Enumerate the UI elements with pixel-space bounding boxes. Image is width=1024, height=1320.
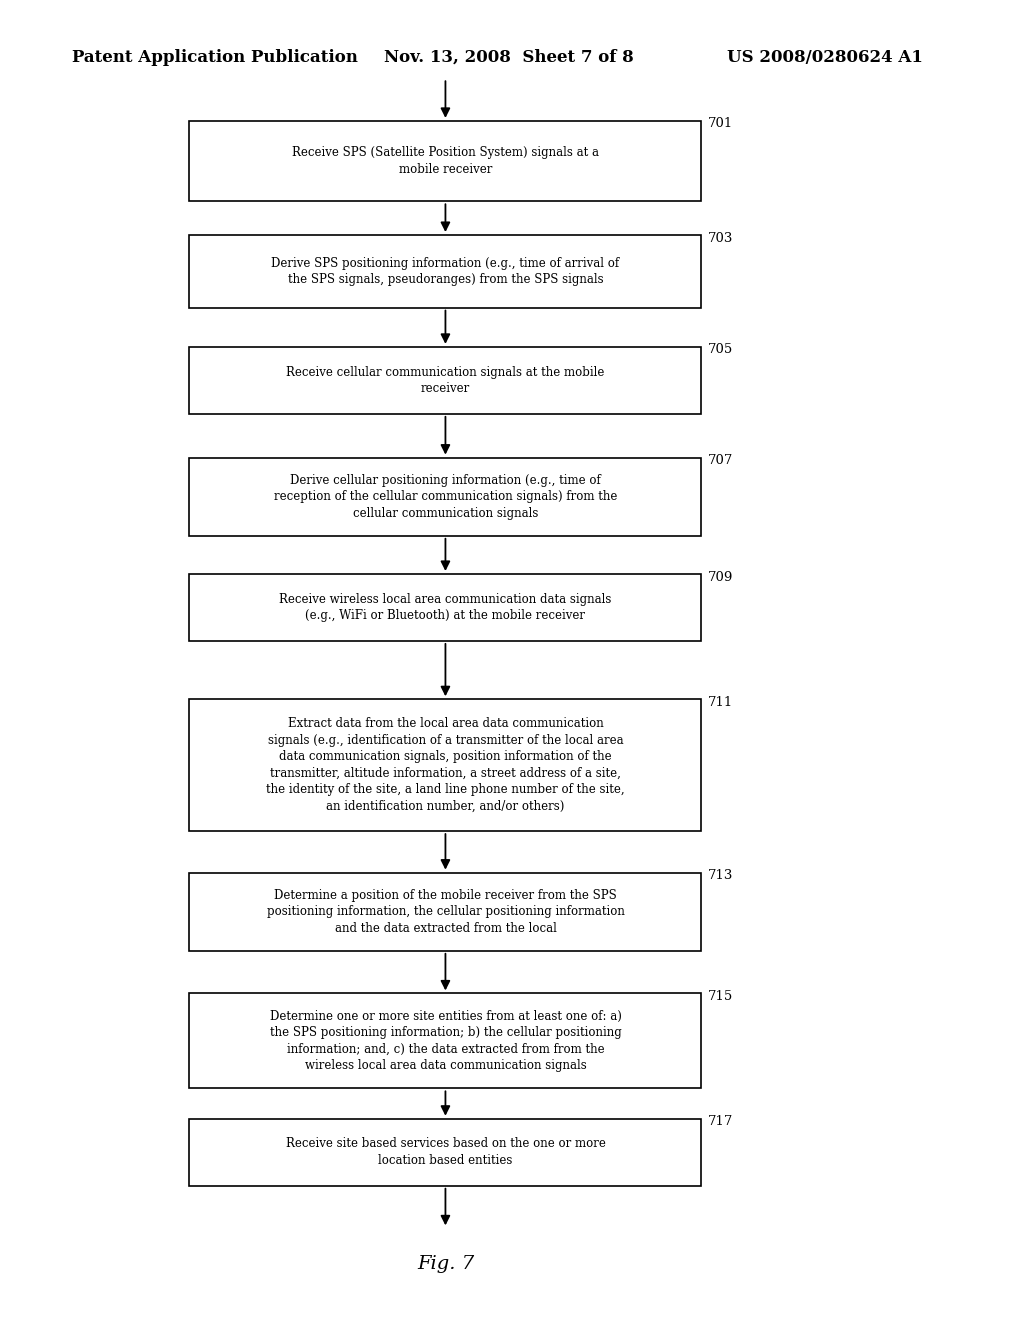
Text: 703: 703 [708, 231, 733, 244]
Bar [189, 994, 701, 1089]
Text: US 2008/0280624 A1: US 2008/0280624 A1 [727, 49, 923, 66]
Bar [189, 458, 701, 536]
Text: 717: 717 [708, 1115, 733, 1129]
Text: Receive cellular communication signals at the mobile
receiver: Receive cellular communication signals a… [287, 366, 604, 395]
Text: Fig. 7: Fig. 7 [417, 1255, 474, 1272]
Text: 713: 713 [708, 869, 733, 882]
Text: Extract data from the local area data communication
signals (e.g., identificatio: Extract data from the local area data co… [266, 717, 625, 813]
Text: 705: 705 [708, 343, 733, 356]
Bar [189, 700, 701, 832]
Text: Patent Application Publication: Patent Application Publication [72, 49, 357, 66]
Bar [189, 1118, 701, 1185]
Text: Derive cellular positioning information (e.g., time of
reception of the cellular: Derive cellular positioning information … [273, 474, 617, 520]
Text: Nov. 13, 2008  Sheet 7 of 8: Nov. 13, 2008 Sheet 7 of 8 [384, 49, 634, 66]
Text: 701: 701 [708, 117, 733, 131]
Text: 715: 715 [708, 990, 733, 1003]
Text: 709: 709 [708, 570, 733, 583]
Text: Derive SPS positioning information (e.g., time of arrival of
the SPS signals, ps: Derive SPS positioning information (e.g.… [271, 256, 620, 286]
Text: Receive wireless local area communication data signals
(e.g., WiFi or Bluetooth): Receive wireless local area communicatio… [280, 593, 611, 622]
Bar [189, 574, 701, 642]
Bar [189, 873, 701, 950]
Text: Receive site based services based on the one or more
location based entities: Receive site based services based on the… [286, 1138, 605, 1167]
Text: Determine a position of the mobile receiver from the SPS
positioning information: Determine a position of the mobile recei… [266, 888, 625, 935]
Text: Receive SPS (Satellite Position System) signals at a
mobile receiver: Receive SPS (Satellite Position System) … [292, 147, 599, 176]
Text: 707: 707 [708, 454, 733, 467]
Text: 711: 711 [708, 696, 733, 709]
Text: Determine one or more site entities from at least one of: a)
the SPS positioning: Determine one or more site entities from… [269, 1010, 622, 1072]
Bar [189, 121, 701, 202]
Bar [189, 347, 701, 414]
Bar [189, 235, 701, 308]
